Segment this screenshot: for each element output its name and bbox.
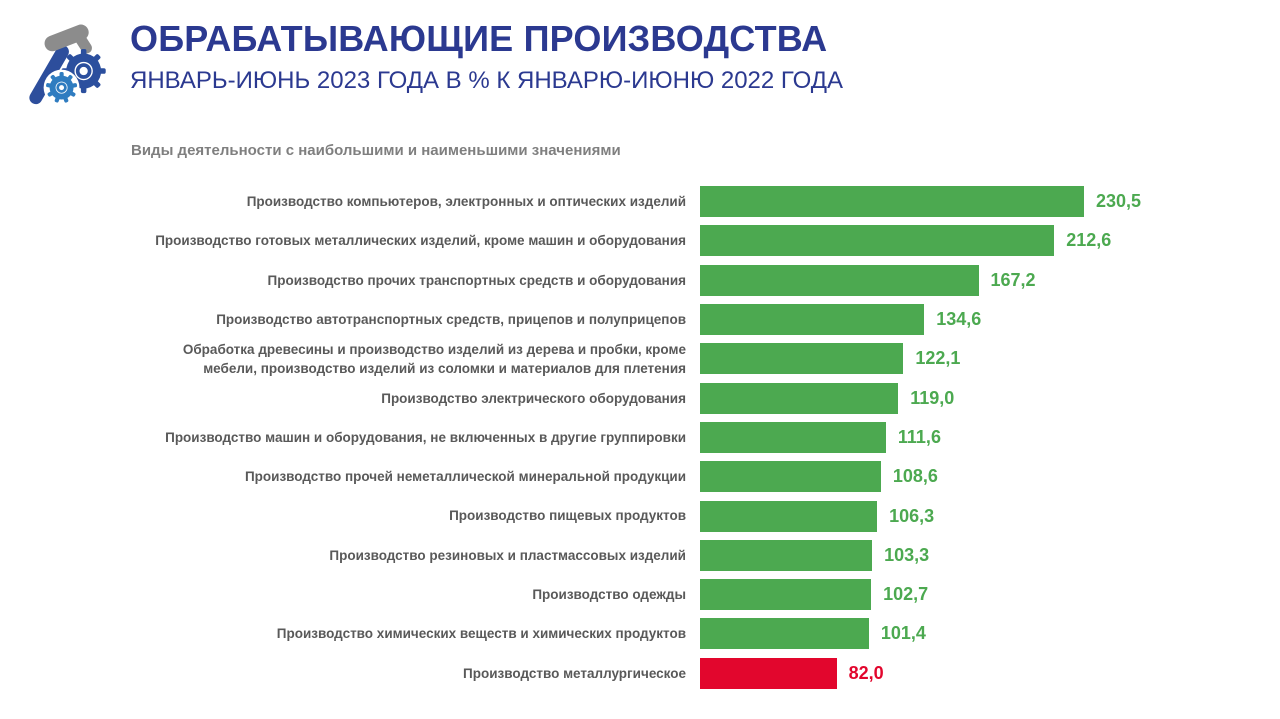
bar-row: Производство прочих транспортных средств… [130,261,1196,300]
bar-track: 230,5 [700,186,1196,218]
bar-track: 101,4 [700,618,1196,650]
bar-label: Производство прочей неметаллической мине… [244,469,686,485]
bar [700,421,886,453]
bar [700,264,979,296]
bar-track: 103,3 [700,539,1196,571]
bar [700,618,869,650]
bar-track: 119,0 [700,382,1196,414]
bar-row: Производство компьютеров, электронных и … [130,182,1196,221]
bar-row: Производство автотранспортных средств, п… [130,300,1196,339]
bar-value: 111,6 [897,426,941,447]
bar [700,382,899,414]
bar [700,304,925,336]
bar [700,186,1084,218]
hammer-and-gears-icon [29,24,106,106]
bar-label: Производство автотранспортных средств, п… [216,311,686,327]
bar-label: Производство готовых металлических издел… [155,233,686,249]
bar [700,225,1055,257]
bar-value: 134,6 [936,309,982,330]
page-subtitle: ЯНВАРЬ-ИЮНЬ 2023 ГОДА В % К ЯНВАРЮ-ИЮНЮ … [130,67,843,94]
bar-track: 122,1 [700,343,1196,375]
bar-label: Производство резиновых и пластмассовых и… [329,547,686,563]
bar [700,539,873,571]
bar-row: Обработка древесины и производство издел… [130,339,1196,378]
bar [700,579,872,611]
bar-row: Производство машин и оборудования, не вк… [130,418,1196,457]
bar-row: Производство металлургическое 82,0 [130,654,1196,693]
bar-track: 212,6 [700,225,1196,257]
bar-label: Производство пищевых продуктов [449,508,686,524]
bar-chart-rows: Производство компьютеров, электронных и … [130,182,1196,693]
bar-track: 111,6 [700,421,1196,453]
bar-row: Производство химических веществ и химиче… [130,614,1196,653]
bar-value: 102,7 [883,584,929,605]
bar-value: 212,6 [1066,230,1112,251]
bar [700,461,881,493]
header: ОБРАБАТЫВАЮЩИЕ ПРОИЗВОДСТВА ЯНВАРЬ-ИЮНЬ … [130,18,843,95]
bar-track: 108,6 [700,461,1196,493]
bar-label: Производство компьютеров, электронных и … [246,194,686,210]
bar-row: Производство пищевых продуктов 106,3 [130,496,1196,535]
bar-track: 134,6 [700,304,1196,336]
bar-value: 122,1 [915,348,961,369]
bar-row: Производство электрического оборудования… [130,378,1196,417]
bar [700,343,904,375]
bar-row: Производство прочей неметаллической мине… [130,457,1196,496]
page-title: ОБРАБАТЫВАЮЩИЕ ПРОИЗВОДСТВА [130,18,828,59]
chart-caption: Виды деятельности с наибольшими и наимен… [131,142,621,159]
bar-value: 230,5 [1096,191,1142,212]
bar-track: 167,2 [700,264,1196,296]
bar-label: Производство химических веществ и химиче… [276,626,686,642]
bar-label: Производство прочих транспортных средств… [267,272,687,288]
bar-value: 82,0 [848,662,884,683]
bar [700,500,878,532]
bar-track: 106,3 [700,500,1196,532]
gear-small-icon [46,71,78,103]
bar-track: 82,0 [700,657,1196,689]
bar-value: 101,4 [880,623,926,644]
bar-label: Обработка древесины и производство издел… [182,341,686,376]
bar-track: 102,7 [700,579,1196,611]
bar-label: Производство одежды [532,587,686,603]
bar-value: 103,3 [884,544,930,565]
bar-value: 106,3 [889,505,935,526]
bar-row: Производство одежды 102,7 [130,575,1196,614]
bar-value: 119,0 [910,387,955,408]
bar-row: Производство готовых металлических издел… [130,221,1196,260]
bar-label: Производство электрического оборудования [381,390,686,406]
bar-label: Производство машин и оборудования, не вк… [165,429,686,445]
bar-value: 108,6 [892,466,938,487]
bar-row: Производство резиновых и пластмассовых и… [130,536,1196,575]
bar-label: Производство металлургическое [463,665,686,681]
bar-value: 167,2 [990,269,1036,290]
bar [700,657,837,689]
